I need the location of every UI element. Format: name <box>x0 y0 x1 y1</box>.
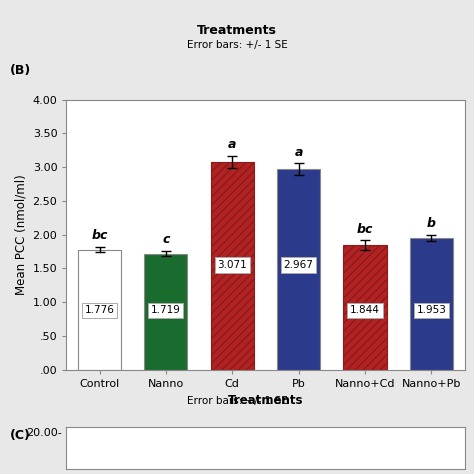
Text: bc: bc <box>357 223 373 236</box>
Text: Treatments: Treatments <box>197 24 277 37</box>
Text: (C): (C) <box>9 429 30 442</box>
Text: Error bars: +/- 1 SE: Error bars: +/- 1 SE <box>187 395 287 406</box>
Text: Error bars: +/- 1 SE: Error bars: +/- 1 SE <box>187 40 287 50</box>
Text: a: a <box>294 146 303 158</box>
Bar <box>144 254 187 370</box>
Bar <box>210 162 254 370</box>
Bar <box>410 238 453 370</box>
Text: 1.776: 1.776 <box>84 305 115 315</box>
Text: 1.844: 1.844 <box>350 305 380 315</box>
Y-axis label: Mean PCC (nmol/ml): Mean PCC (nmol/ml) <box>14 174 27 295</box>
Text: a: a <box>228 138 237 152</box>
Text: c: c <box>162 233 170 246</box>
Bar <box>343 245 386 370</box>
Bar <box>277 169 320 370</box>
Text: 20.00-: 20.00- <box>26 428 62 438</box>
Text: 1.953: 1.953 <box>416 305 447 315</box>
Bar <box>78 250 121 370</box>
Text: (B): (B) <box>9 64 31 77</box>
Text: bc: bc <box>91 229 108 242</box>
X-axis label: Treatments: Treatments <box>228 394 303 407</box>
Text: 3.071: 3.071 <box>218 260 247 270</box>
Text: 2.967: 2.967 <box>283 260 314 270</box>
Text: 1.719: 1.719 <box>151 305 181 315</box>
Text: b: b <box>427 218 436 230</box>
